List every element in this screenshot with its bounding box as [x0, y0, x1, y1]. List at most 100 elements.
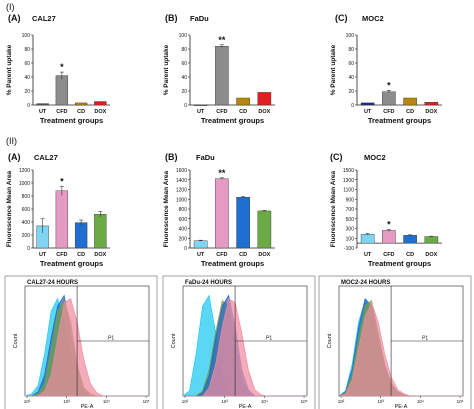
bar-dox	[424, 236, 439, 244]
bar-chart-0: (A) CAL27 0 20 40 60 80 100 % Parent uptake UT CFD…	[6, 13, 110, 125]
y-axis-label: Count	[13, 333, 19, 348]
y-tick-label: 800	[179, 207, 188, 213]
x-tick-label: CFD	[216, 109, 227, 115]
x-tick-label: CFD	[216, 252, 227, 258]
chart-title: CAL27	[34, 153, 58, 162]
panel-label: (A)	[8, 13, 21, 23]
chart-title: CAL27	[32, 14, 56, 23]
y-tick-label: 1300	[343, 178, 354, 184]
x-tick-label: DOX	[425, 252, 437, 258]
histogram-series-3	[183, 298, 307, 397]
y-tick-label: 60	[24, 61, 30, 67]
chart-title: MOC2	[362, 14, 384, 23]
y-tick-label: 1000	[19, 181, 30, 187]
significance-marker: **	[218, 35, 226, 45]
bar-cd	[236, 97, 250, 106]
y-tick-label: 100	[179, 33, 188, 39]
bar-cfd	[215, 178, 229, 249]
y-tick-label: 60	[348, 61, 354, 67]
bar-ut	[36, 103, 49, 106]
y-tick-label: 600	[179, 217, 188, 223]
y-axis-label: Fluorescence Mean Area	[6, 170, 13, 247]
y-tick-label: 1600	[176, 168, 187, 174]
x-tick-label: 10⁴	[261, 399, 268, 404]
y-tick-label: 1500	[343, 168, 354, 174]
y-tick-label: 700	[346, 207, 355, 213]
x-tick-label: 10³	[221, 399, 228, 404]
bar-chart-5: (C) MOC2 -100 100 300 500 700 900 1100 1300 1500 Fl…	[330, 152, 442, 268]
x-tick-label: CFD	[383, 109, 394, 115]
histogram-2: MOC2-24 HOURS P1 10² 10³ 10⁴ 10⁵ PE-A Count	[318, 275, 472, 409]
y-tick-label: 600	[22, 207, 31, 213]
y-tick-label: 1100	[343, 188, 354, 194]
y-axis-label: % Parent uptake	[6, 44, 13, 95]
bar-dox	[94, 101, 107, 106]
y-tick-label: 200	[22, 233, 31, 239]
x-tick-label: 10²	[24, 399, 31, 404]
bar-ut	[193, 240, 208, 249]
x-axis-label: Treatment groups	[368, 259, 431, 268]
x-tick-label: UT	[364, 109, 372, 115]
x-tick-label: DOX	[94, 109, 106, 115]
y-tick-label: 0	[184, 246, 187, 252]
bar-cfd	[382, 91, 396, 106]
y-tick-label: 100	[22, 33, 31, 39]
gate-label: P1	[422, 336, 428, 342]
bar-chart-3: (A) CAL27 0 200 400 600 800 1000 1200 Fluorescenc…	[6, 152, 110, 268]
x-tick-label: CD	[239, 109, 247, 115]
x-axis-label: Treatment groups	[201, 259, 264, 268]
x-tick-label: 10⁵	[143, 399, 150, 404]
y-tick-label: 500	[346, 217, 355, 223]
y-tick-label: 80	[24, 47, 30, 53]
y-tick-label: 0	[351, 103, 354, 109]
y-tick-label: 100	[346, 33, 355, 39]
gate-label: P1	[108, 336, 114, 342]
significance-marker: *	[387, 80, 391, 90]
x-tick-label: UT	[197, 109, 205, 115]
x-tick-label: 10²	[182, 399, 189, 404]
y-tick-label: 1400	[176, 178, 187, 184]
histogram-frame	[4, 275, 158, 409]
x-axis-label: PE-A	[239, 404, 252, 409]
x-tick-label: UT	[197, 252, 205, 258]
y-tick-label: 80	[348, 47, 354, 53]
bar-dox	[257, 92, 272, 106]
panel-label: (A)	[8, 152, 21, 162]
bar-dox	[94, 213, 107, 249]
y-tick-label: 0	[184, 103, 187, 109]
bar-dox	[424, 101, 439, 106]
y-tick-label: 80	[181, 47, 187, 53]
y-tick-label: 1000	[176, 197, 187, 203]
panel-label: (C)	[335, 13, 348, 23]
x-tick-label: 10⁴	[103, 399, 110, 404]
significance-marker: *	[387, 219, 391, 229]
histogram-0: CAL27-24 HOURS P1 10² 10³ 10⁴ 10⁵ PE-A Count	[4, 275, 158, 409]
x-tick-label: CD	[239, 252, 247, 258]
x-tick-label: CFD	[383, 252, 394, 258]
histogram-series-3	[338, 301, 463, 397]
x-tick-label: DOX	[94, 252, 106, 258]
chart-title: FaDu	[190, 14, 209, 23]
y-tick-label: 20	[348, 89, 354, 95]
bar-cd	[403, 97, 417, 106]
bar-cd	[236, 197, 250, 249]
bar-ut	[360, 102, 375, 106]
bar-chart-2: (C) MOC2 0 20 40 60 80 100 % Parent uptake UT CFD *…	[330, 13, 442, 125]
x-tick-label: 10⁴	[417, 399, 424, 404]
bar-cd	[74, 102, 88, 106]
x-tick-label: 10⁵	[301, 399, 308, 404]
y-axis-label: Fluorescence Mean Area	[330, 170, 337, 247]
y-tick-label: 1200	[19, 168, 30, 174]
y-tick-label: 20	[181, 89, 187, 95]
y-tick-label: 1200	[176, 188, 187, 194]
x-tick-label: CD	[406, 109, 414, 115]
x-axis-label: PE-A	[395, 404, 408, 409]
y-tick-label: 300	[346, 227, 355, 233]
bar-ut	[193, 104, 208, 106]
x-tick-label: CD	[77, 252, 85, 258]
y-tick-label: 0	[27, 103, 30, 109]
y-tick-label: 900	[346, 197, 355, 203]
y-tick-label: 800	[22, 194, 31, 200]
y-tick-label: 40	[348, 75, 354, 81]
